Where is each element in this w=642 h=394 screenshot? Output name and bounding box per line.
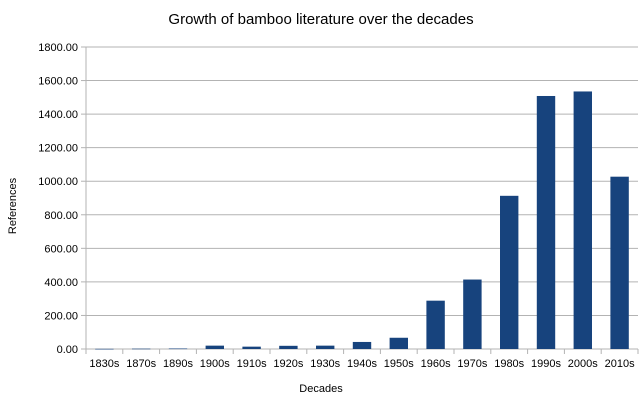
- x-axis-title: Decades: [299, 383, 343, 394]
- y-tick-label: 0.00: [57, 344, 78, 356]
- y-axis-tick-labels: 0.00 200.00 400.00 600.00 800.00 1000.00 1200.…: [38, 42, 78, 356]
- x-tick-label: 1990s: [531, 358, 561, 370]
- bar-1960s: [426, 300, 445, 349]
- x-axis-tick-labels: 1830s 1870s 1890s 1900s 1910s 1920s 1930s 1940s…: [89, 358, 635, 370]
- y-tick-label: 1200.00: [38, 143, 78, 155]
- x-tick-label: 1920s: [273, 358, 303, 370]
- bar-1930s: [316, 345, 335, 349]
- bar-1990s: [536, 95, 556, 349]
- x-tick-label: 1900s: [200, 358, 230, 370]
- bar-1870s: [132, 348, 151, 350]
- y-tick-label: 200.00: [44, 310, 78, 322]
- y-tick-label: 1000.00: [38, 176, 78, 188]
- x-tick-label: 2010s: [605, 358, 635, 370]
- y-tick-label: 1800.00: [38, 42, 78, 54]
- y-tick-label: 600.00: [44, 243, 78, 255]
- x-tick-label: 1870s: [126, 358, 156, 370]
- x-tick-label: 1970s: [457, 358, 487, 370]
- y-tick-label: 400.00: [44, 277, 78, 289]
- bar-1950s: [389, 337, 408, 349]
- bar-1980s: [500, 195, 519, 349]
- y-tick-label: 1400.00: [38, 109, 78, 121]
- bar-1890s: [168, 348, 188, 350]
- bar-2000s: [573, 91, 592, 349]
- x-tick-label: 1890s: [163, 358, 193, 370]
- x-tick-label: 1980s: [494, 358, 524, 370]
- x-tick-label: 1950s: [384, 358, 414, 370]
- bar-1940s: [352, 341, 372, 349]
- bars: [95, 91, 629, 350]
- x-tick-label: 2000s: [568, 358, 598, 370]
- y-tick-label: 800.00: [44, 210, 78, 222]
- x-tick-label: 1960s: [421, 358, 451, 370]
- chart-title: Growth of bamboo literature over the dec…: [168, 11, 473, 28]
- bar-1910s: [242, 346, 261, 349]
- bar-1830s: [95, 348, 114, 350]
- x-tick-label: 1940s: [347, 358, 377, 370]
- y-axis-title: References: [7, 177, 19, 234]
- x-tick-label: 1910s: [237, 358, 267, 370]
- bar-1900s: [205, 345, 224, 349]
- bar-2010s: [610, 176, 629, 349]
- x-tick-label: 1830s: [89, 358, 119, 370]
- y-tick-label: 1600.00: [38, 76, 78, 88]
- bar-1970s: [463, 279, 482, 349]
- x-tick-label: 1930s: [310, 358, 340, 370]
- bar-1920s: [279, 345, 298, 349]
